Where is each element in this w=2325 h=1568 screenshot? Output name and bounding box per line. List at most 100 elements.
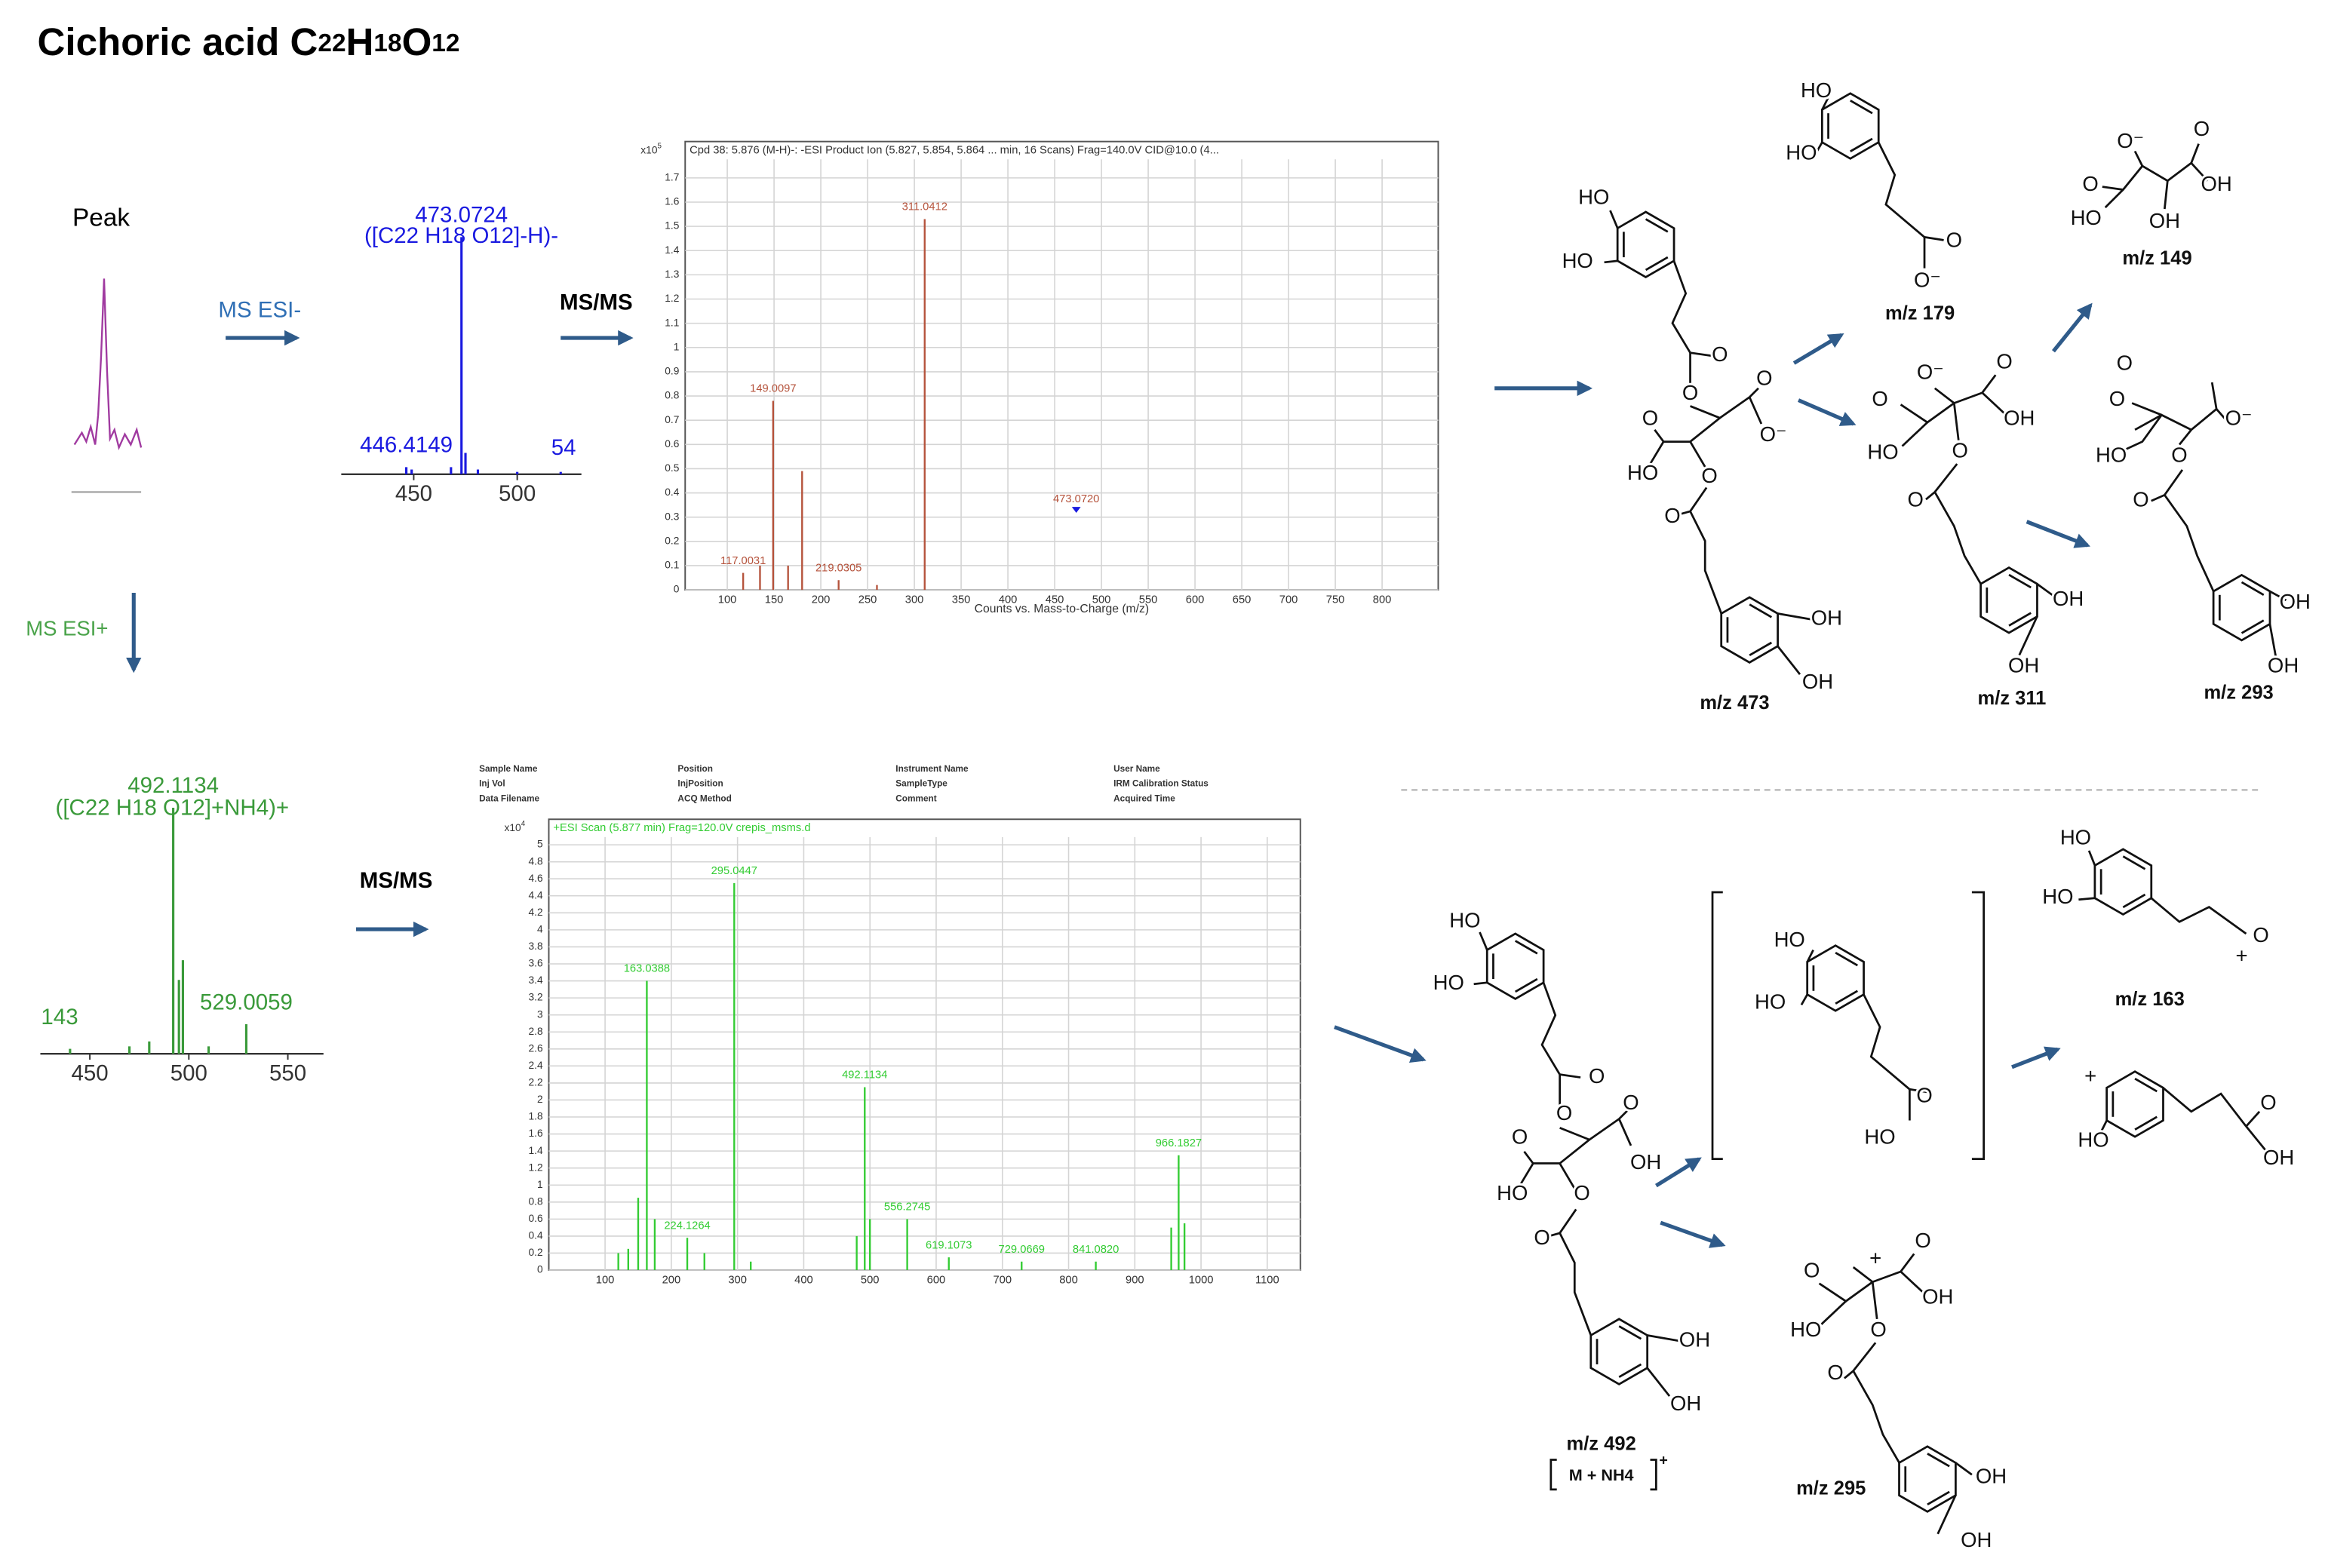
bond (2151, 469, 2184, 502)
x-tick-label: 750 (1326, 594, 1345, 606)
y-tick-label: 2.8 (528, 1026, 542, 1037)
peak-label: 492.1134 (842, 1069, 887, 1082)
y-multiplier-base: x10 (505, 822, 522, 833)
atom-label: OH (2268, 654, 2299, 677)
annotation: 54 (551, 435, 576, 460)
plot-frame (548, 818, 1301, 1272)
y-tick-label: 4 (537, 924, 543, 935)
x-tick-label: 700 (993, 1275, 1012, 1287)
bond (2210, 382, 2218, 410)
peak-label: 473.0724 (415, 203, 508, 228)
x-tick-label: 100 (596, 1275, 615, 1287)
y-tick-label: 2.6 (528, 1042, 542, 1054)
bond (2162, 1087, 2247, 1128)
formula-n: 22 (318, 29, 346, 57)
y-multiplier-exp: 5 (657, 142, 662, 150)
double-bond (2241, 581, 2265, 596)
formula-n: 18 (373, 29, 401, 57)
y-tick-label: 2 (537, 1094, 543, 1105)
precursor-label: 473.0720 (1053, 493, 1099, 505)
atom-label: HO (1786, 141, 1817, 164)
spectrum-header: +ESI Scan (5.877 min) Frag=120.0V crepis… (553, 822, 810, 834)
x-tick-label: 650 (1233, 594, 1252, 606)
atom-label: OH (2149, 209, 2180, 232)
double-bond (1645, 218, 1669, 233)
bond (2245, 1125, 2267, 1151)
arrow (1797, 398, 1857, 426)
y-tick-label: 1.6 (665, 196, 679, 207)
benzene-ring (1589, 1318, 1649, 1385)
y-tick-label: 3.4 (528, 974, 542, 986)
atom-label: O (1623, 1091, 1639, 1114)
metadata-label: IRM Calibration Status (1113, 779, 1209, 789)
metadata-label: Instrument Name (895, 764, 969, 774)
y-multiplier-base: x10 (640, 144, 658, 155)
atom-label: OH (1802, 670, 1833, 693)
atom-label: O (1827, 1361, 1843, 1384)
atom-label: OH (2263, 1146, 2294, 1169)
y-tick-label: 0.2 (665, 535, 679, 546)
atom-label: O (2133, 487, 2148, 511)
bond (1900, 1270, 1924, 1293)
atom-label: O (1870, 1318, 1886, 1341)
atom-label: OH (2004, 406, 2035, 429)
atom-label: O (1916, 1083, 1932, 1106)
peak-label: 966.1827 (1156, 1137, 1202, 1149)
atom-label: O⁻ (1914, 268, 1941, 292)
atom-label: O (1574, 1181, 1589, 1204)
benzene-ring (1485, 932, 1545, 1001)
atom-label: O (1512, 1125, 1528, 1148)
double-bond (1514, 940, 1538, 955)
atom-label: O (1642, 406, 1658, 429)
x-tick-label: 800 (1059, 1275, 1078, 1287)
double-bond (1749, 641, 1773, 657)
title-name: Cichoric acid (38, 20, 280, 63)
atom-label: OH (1922, 1285, 1953, 1309)
x-tick-label: 200 (812, 594, 831, 606)
peak-label: 117.0031 (720, 555, 766, 567)
bond (1952, 403, 1960, 440)
peak-label: 149.0097 (750, 383, 796, 395)
formula-n: 12 (432, 29, 459, 57)
structure-caption: m/z 492 (1567, 1434, 1636, 1455)
metadata-label: User Name (1113, 764, 1160, 774)
bond (1654, 417, 1721, 443)
bond (1479, 931, 1488, 951)
atom-label: + (2236, 944, 2248, 968)
chromatogram-trace (73, 278, 143, 451)
y-tick-label: 0.6 (665, 438, 679, 450)
peak-label: 841.0820 (1073, 1244, 1119, 1256)
atom-label: HO (2078, 1128, 2108, 1151)
annotation: 143 (41, 1005, 78, 1029)
atom-label: O (2260, 1091, 2276, 1114)
bond (1877, 142, 1925, 238)
bond (1748, 397, 1763, 425)
spectrum-header: Cpd 38: 5.876 (M-H)-: -ESI Product Ion (… (690, 144, 1219, 156)
y-tick-label: 0.3 (665, 511, 679, 522)
y-tick-label: 4.8 (528, 855, 542, 867)
x-tick-label: 700 (1279, 594, 1298, 606)
atom-label: HO (1449, 909, 1480, 932)
metadata-label: SampleType (895, 779, 948, 789)
bond (2164, 494, 2215, 592)
y-tick-label: 1.7 (665, 171, 679, 183)
x-tick-label: 150 (765, 594, 784, 606)
atom-label: O (1804, 1258, 1820, 1281)
bond (1852, 1253, 1915, 1284)
y-tick-label: 3.6 (528, 958, 542, 969)
double-bond (1927, 1453, 1950, 1468)
x-tick-label: 800 (1373, 594, 1392, 606)
atom-label: O (1682, 381, 1698, 404)
atom-label: OH (1670, 1392, 1701, 1415)
y-tick-label: 0 (537, 1264, 543, 1275)
bond (2134, 407, 2228, 431)
arrow (2051, 302, 2093, 353)
bond (1806, 949, 1814, 962)
metadata-label: Data Filename (479, 793, 539, 803)
bond (2190, 162, 2209, 182)
peak-label: 311.0412 (902, 201, 948, 213)
bracket (1711, 891, 1986, 1161)
bond (1955, 1462, 1973, 1476)
peak-label: 219.0305 (815, 562, 862, 574)
x-tick-label: 450 (1046, 594, 1064, 606)
